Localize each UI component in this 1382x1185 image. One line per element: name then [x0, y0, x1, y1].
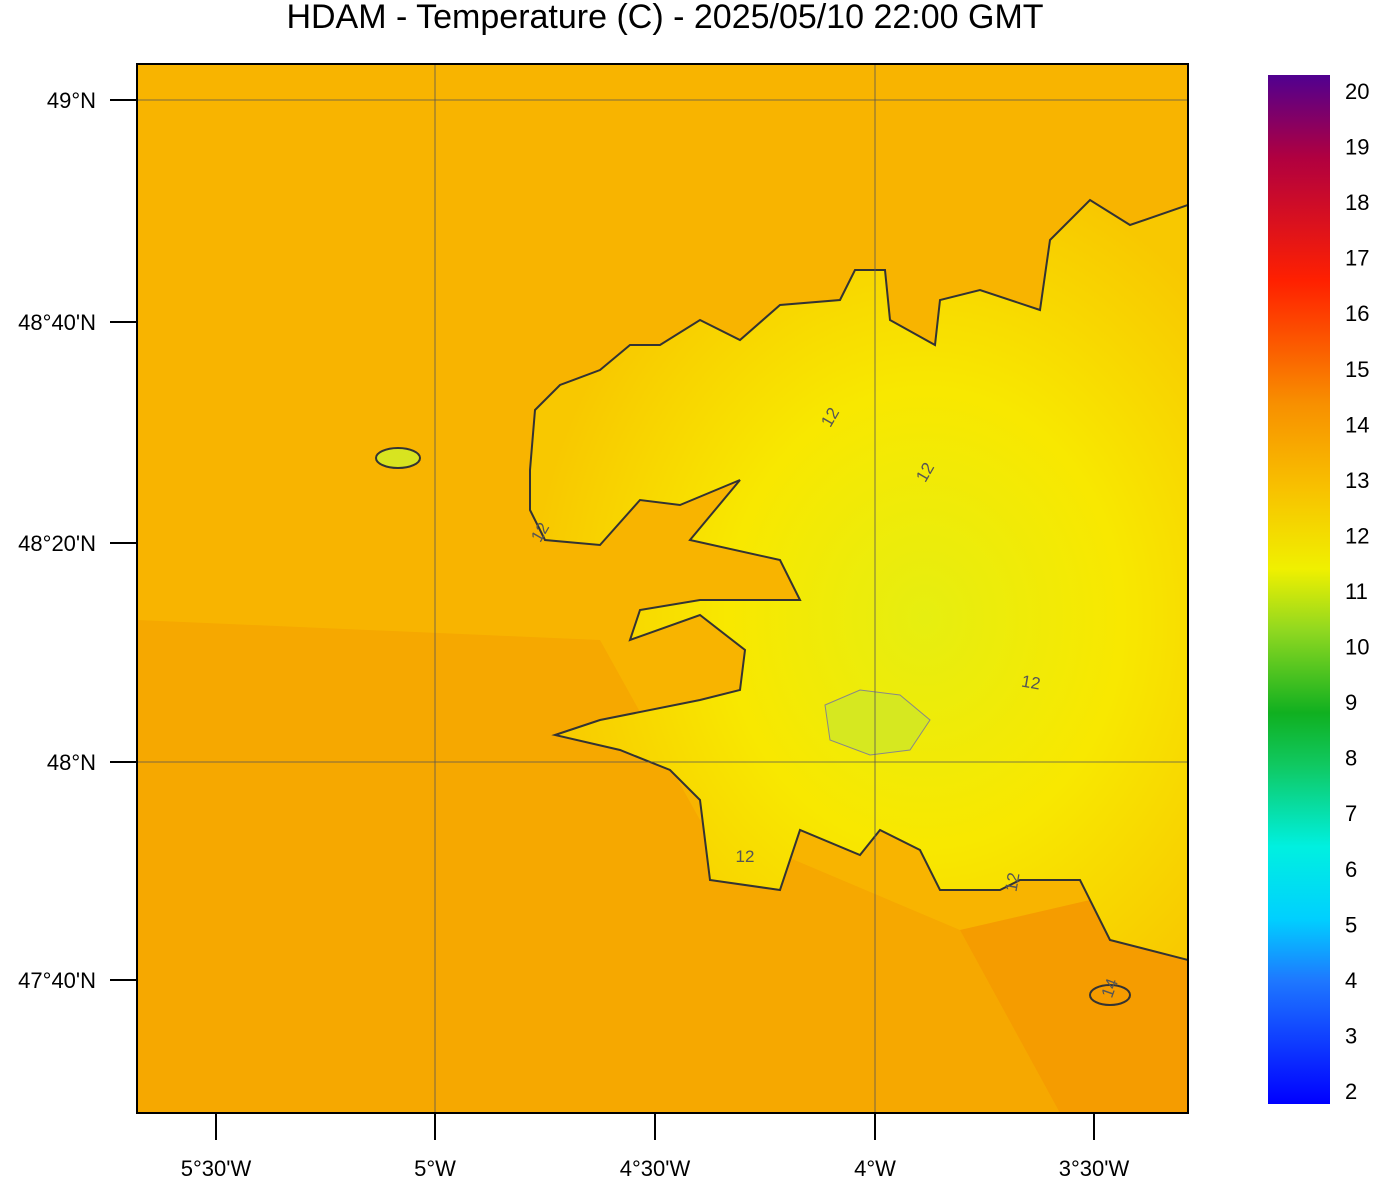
colorbar-label: 11 [1345, 579, 1368, 604]
colorbar-label: 4 [1345, 968, 1357, 993]
title: HDAM - Temperature (C) - 2025/05/10 22:0… [286, 0, 1043, 36]
colorbar-label: 10 [1345, 635, 1369, 660]
colorbar-label: 16 [1345, 301, 1369, 326]
colorbar-label: 19 [1345, 135, 1369, 160]
island [375, 447, 421, 469]
lat-label: 48°N [47, 750, 96, 775]
lon-label: 3°30'W [1059, 1156, 1130, 1180]
colorbar-label: 5 [1345, 912, 1357, 937]
frame [136, 63, 1189, 1114]
lon-label: 5°30'W [181, 1156, 252, 1180]
colorbar-label: 2 [1345, 1079, 1357, 1104]
colorbar-label: 7 [1345, 801, 1357, 826]
colorbar [1268, 75, 1330, 1104]
island [1089, 984, 1131, 1006]
lat-label: 48°40'N [18, 310, 96, 335]
cool-area [824, 689, 931, 756]
warm-area [960, 900, 1188, 1113]
colorbar-label: 20 [1345, 79, 1369, 104]
colorbar-label: 6 [1345, 857, 1357, 882]
colorbar-label: 18 [1345, 190, 1369, 215]
contour-label: 12 [1002, 871, 1024, 893]
contour-label: 12 [1020, 672, 1042, 694]
colorbar-label: 14 [1345, 412, 1369, 437]
lat-label: 49°N [47, 88, 96, 113]
colorbar-label: 15 [1345, 357, 1369, 382]
contour-label: 12 [736, 847, 755, 866]
colorbar-label: 8 [1345, 746, 1357, 771]
lon-label: 4°W [854, 1156, 896, 1180]
colorbar-label: 13 [1345, 468, 1369, 493]
graticule [137, 64, 1188, 1113]
lon-label: 5°W [414, 1156, 456, 1180]
coastline [529, 198, 1188, 962]
colorbar-label: 9 [1345, 690, 1357, 715]
south-sea [137, 620, 1188, 1113]
ticks [110, 99, 1095, 1140]
colorbar-label: 12 [1345, 523, 1369, 548]
colorbar-label: 17 [1345, 246, 1369, 271]
lon-label: 4°30'W [620, 1156, 691, 1180]
colorbar-label: 3 [1345, 1023, 1357, 1048]
lat-label: 48°20'N [18, 531, 96, 556]
lat-label: 47°40'N [18, 968, 96, 993]
